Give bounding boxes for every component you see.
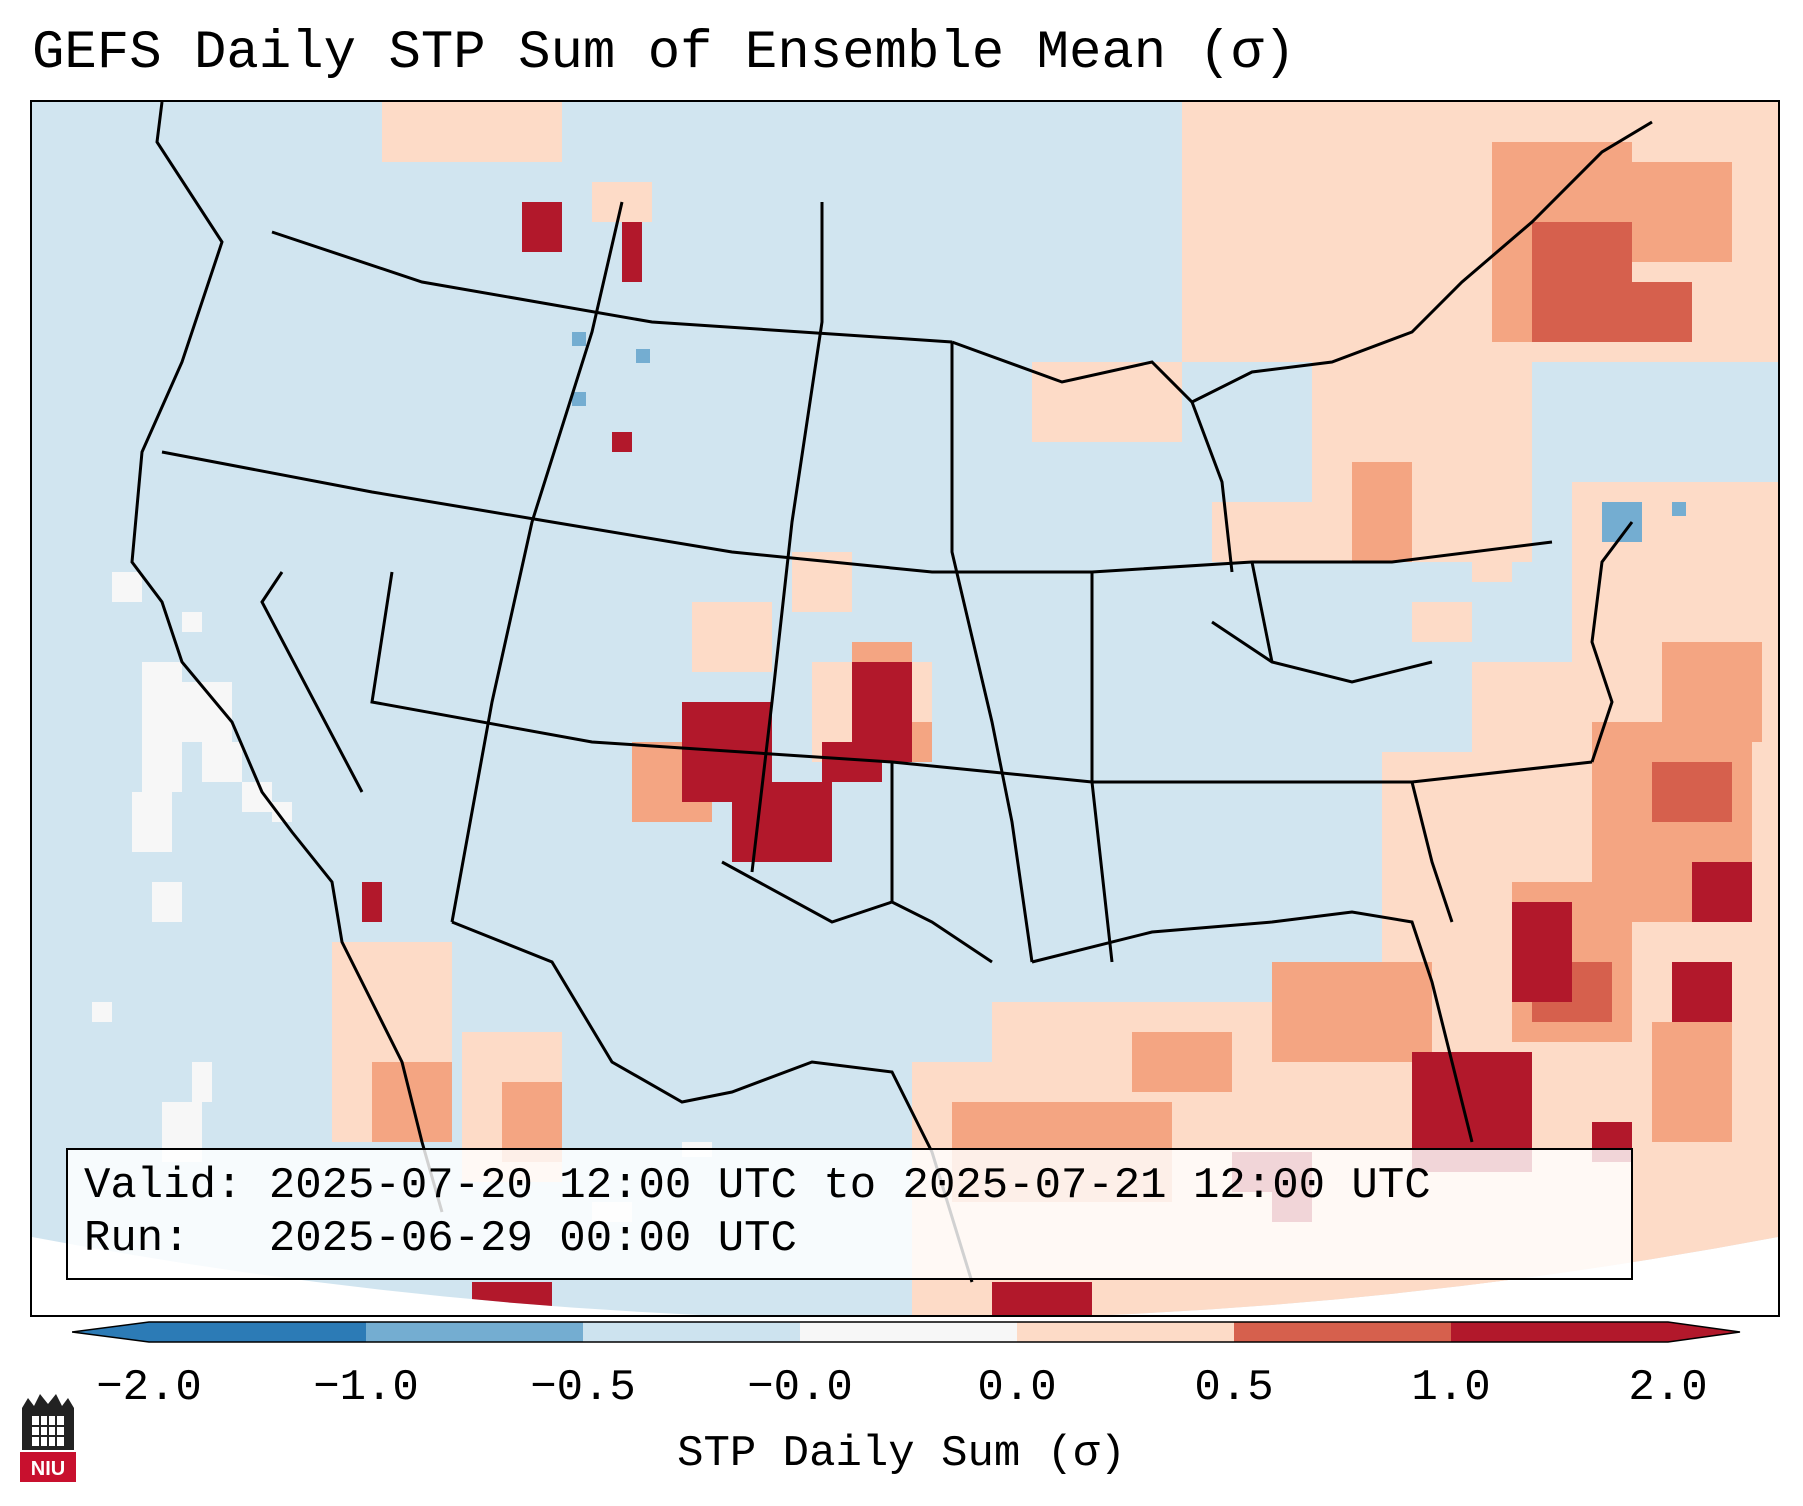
colorbar-bin-5 xyxy=(1234,1322,1451,1342)
colorbar-bin-2 xyxy=(583,1322,800,1342)
colorbar-tick: 0.0 xyxy=(977,1363,1057,1413)
colorbar xyxy=(72,1321,1741,1343)
colorbar-tick: −0.5 xyxy=(530,1363,636,1413)
colorbar-tick: −1.0 xyxy=(313,1363,419,1413)
run-value: 2025-06-29 00:00 UTC xyxy=(268,1214,797,1264)
pacific-neutral-patches xyxy=(92,572,712,1222)
niu-logo-icon: NIU xyxy=(20,1394,76,1482)
colorbar-bin-4 xyxy=(1017,1322,1234,1342)
colorbar-tick: 2.0 xyxy=(1628,1363,1708,1413)
anomaly-negative xyxy=(572,332,1686,542)
colorbar-high-extend xyxy=(1668,1322,1740,1342)
valid-value: 2025-07-20 12:00 UTC to 2025-07-21 12:00… xyxy=(268,1161,1431,1211)
map-frame xyxy=(30,100,1780,1317)
colorbar-bin-1 xyxy=(366,1322,583,1342)
colorbar-tick: 1.0 xyxy=(1411,1363,1491,1413)
colorbar-outline xyxy=(72,1321,1741,1343)
run-label: Run: xyxy=(84,1214,190,1264)
stp-anomaly-map xyxy=(32,102,1778,1315)
chart-title: GEFS Daily STP Sum of Ensemble Mean (σ) xyxy=(32,23,1296,84)
colorbar-label: STP Daily Sum (σ) xyxy=(677,1429,1126,1479)
colorbar-bin-0 xyxy=(149,1322,366,1342)
colorbar-bin-3 xyxy=(800,1322,1017,1342)
colorbar-low-extend xyxy=(72,1322,149,1342)
logo-text: NIU xyxy=(31,1458,65,1480)
valid-run-info-box: Valid: 2025-07-20 12:00 UTC to 2025-07-2… xyxy=(66,1148,1633,1280)
political-boundaries xyxy=(130,102,1653,1283)
colorbar-tick: −0.0 xyxy=(747,1363,853,1413)
colorbar-tick: 0.5 xyxy=(1194,1363,1274,1413)
colorbar-bin-6 xyxy=(1451,1322,1668,1342)
colorbar-tick: −2.0 xyxy=(96,1363,202,1413)
valid-label: Valid: xyxy=(84,1161,243,1211)
